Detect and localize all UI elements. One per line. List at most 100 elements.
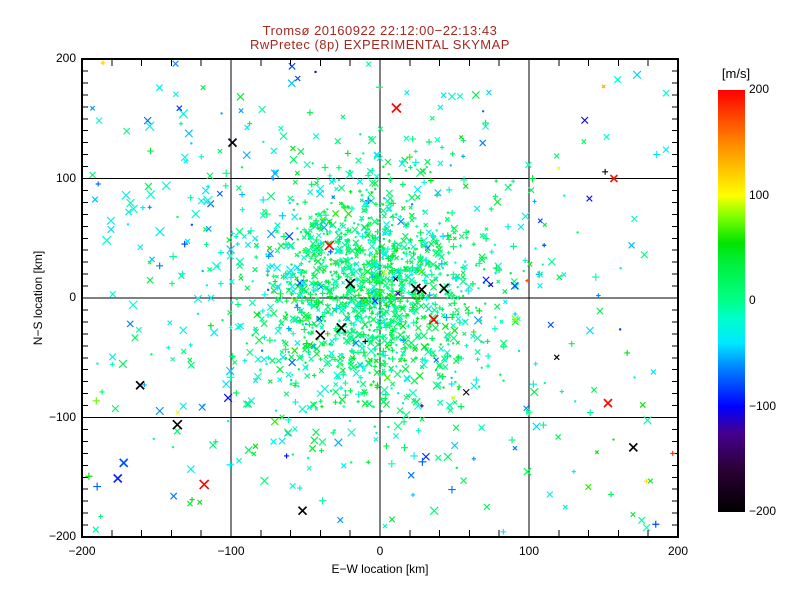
data-point [390, 200, 397, 207]
data-point [408, 302, 413, 306]
data-point [124, 208, 133, 216]
data-point [405, 393, 411, 399]
data-point [435, 381, 442, 388]
data-point [359, 198, 364, 203]
data-point [296, 202, 299, 206]
data-point [369, 383, 373, 387]
data-point [379, 304, 382, 308]
data-point [386, 292, 392, 298]
data-point [204, 242, 209, 247]
data-point [421, 452, 430, 461]
data-point [633, 376, 636, 379]
data-point [322, 340, 328, 345]
data-point [351, 341, 356, 345]
data-point [308, 260, 311, 263]
data-point [172, 419, 183, 430]
data-point [373, 235, 380, 242]
data-point [319, 325, 324, 330]
data-point [198, 154, 205, 160]
data-point [454, 307, 460, 314]
data-point [483, 268, 486, 271]
data-point [304, 297, 311, 303]
data-point [268, 282, 271, 285]
data-point [471, 90, 480, 100]
data-point [529, 380, 538, 388]
data-point [601, 84, 606, 89]
data-point [285, 371, 292, 378]
data-point [581, 116, 589, 125]
data-point [356, 380, 359, 384]
data-point [381, 390, 390, 399]
data-point [402, 312, 410, 320]
data-point [344, 389, 347, 393]
colorbar: [m/s] 200 100 0 −100 −200 [718, 66, 776, 518]
data-point [404, 89, 410, 96]
data-point [479, 139, 487, 147]
data-point [391, 243, 396, 248]
data-point [388, 339, 395, 346]
data-point [403, 375, 412, 383]
data-point [459, 277, 467, 286]
data-point [372, 289, 382, 299]
data-point [341, 204, 347, 210]
data-point [394, 212, 398, 216]
data-point [228, 278, 235, 285]
data-point [435, 276, 438, 279]
data-point [366, 288, 372, 295]
data-point [407, 268, 413, 274]
data-point [99, 389, 105, 395]
data-point [443, 352, 451, 360]
data-point [351, 226, 359, 234]
data-point [406, 290, 412, 295]
data-point [446, 211, 450, 214]
data-point [235, 241, 240, 247]
data-point [188, 342, 193, 348]
data-point [390, 262, 393, 265]
data-point [404, 363, 408, 366]
data-point [315, 329, 326, 341]
data-point [142, 382, 147, 388]
data-point [483, 503, 491, 511]
data-point [318, 357, 323, 362]
data-point [341, 355, 346, 360]
data-point [442, 363, 449, 370]
data-point [336, 262, 342, 268]
data-point [330, 430, 336, 436]
data-point [403, 250, 410, 257]
data-point [447, 407, 454, 414]
data-point [302, 343, 308, 349]
data-point [446, 274, 449, 277]
data-point [265, 273, 270, 277]
data-point [288, 358, 296, 367]
data-point [175, 410, 181, 415]
data-point [294, 276, 299, 281]
data-point [352, 222, 356, 225]
data-point [305, 252, 311, 258]
data-point [355, 157, 362, 164]
data-point [393, 370, 402, 378]
data-point [247, 397, 256, 405]
data-point [156, 262, 164, 270]
data-point [637, 516, 646, 525]
data-point [365, 188, 368, 192]
data-point [422, 241, 429, 247]
data-point [266, 191, 276, 201]
data-point [324, 240, 335, 251]
data-point [234, 301, 242, 308]
data-point [413, 296, 420, 303]
data-point [343, 232, 348, 237]
data-point [273, 282, 282, 292]
data-point [413, 185, 422, 194]
data-point [342, 405, 345, 408]
data-point [286, 242, 294, 250]
data-point [541, 263, 544, 266]
data-point [429, 269, 432, 272]
data-point [291, 453, 295, 456]
data-point [394, 335, 400, 341]
data-point [344, 263, 353, 272]
data-point [147, 147, 154, 155]
data-point [220, 112, 223, 115]
data-point [369, 274, 376, 281]
data-point [196, 312, 200, 316]
data-point [358, 270, 366, 278]
